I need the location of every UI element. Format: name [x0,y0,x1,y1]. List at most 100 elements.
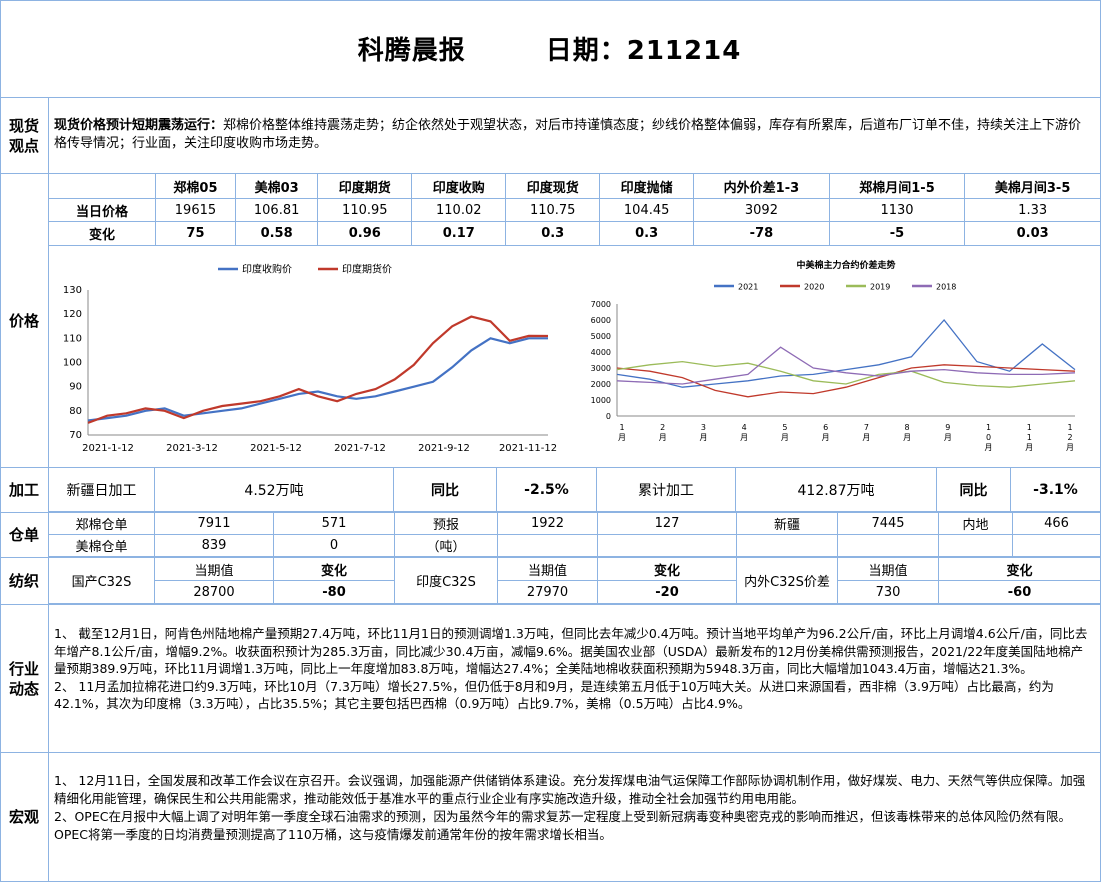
sp-cell: 当期值 [497,557,598,581]
sp-cell: 变化 [597,557,737,581]
spot-section-label: 现货观点 [8,116,39,155]
change-cell: 75 [155,221,236,246]
change-cell: 0.96 [317,221,413,246]
macro-section-label: 宏观 [8,807,39,826]
xj-label: 新疆日加工 [48,467,155,512]
price-section-label: 价格 [8,311,39,330]
sp-cell: -20 [597,580,737,604]
industry-news: 1、 截至12月1日，阿肯色州陆地棉产量预期27.4万吨，环比11月1日的预测调… [54,625,1094,713]
legend-label: 印度期货价 [342,263,392,276]
y-tick-label: 100 [63,358,82,369]
warehouse-table: 郑棉仓单 7911 571 预报 1922 127 新疆 7445 内地 466… [48,512,1101,557]
yoy-value: -2.5% [496,467,597,512]
col-header: 内外价差1-3 [693,173,830,199]
price-cell: 1.33 [964,198,1101,222]
wh-cell: 美棉仓单 [48,534,155,557]
spot-body: 郑棉价格整体维持震荡走势；纺企依然处于观望状态，对后市持谨慎态度；纱线价格整体偏… [54,118,1082,151]
y-tick-label: 80 [69,406,82,417]
y-tick-label: 0 [606,412,611,421]
y-tick-label: 130 [63,285,82,296]
industry-section-label: 行业动态 [8,659,39,698]
price-cell: 106.81 [234,198,319,222]
wh-cell: 7911 [154,512,274,535]
yoy-value: -3.1% [1010,467,1101,512]
sp-cell: 变化 [273,557,395,581]
sp-cell: -80 [273,580,395,604]
price-cell: 110.95 [317,198,413,222]
price-cell: 19615 [155,198,236,222]
sp-cell: 印度C32S [394,557,498,604]
yoy-label: 同比 [393,467,497,512]
warehouse-section-label: 仓单 [8,526,39,544]
sp-cell: 内外C32S价差 [736,557,838,604]
yoy-label: 同比 [936,467,1011,512]
spot-view-text: 现货价格预计短期震荡运行：郑棉价格整体维持震荡走势；纺企依然处于观望状态，对后市… [54,117,1090,153]
col-header: 美棉03 [234,173,319,199]
sp-cell: 变化 [938,557,1101,581]
price-header-row: 郑棉05 美棉03 印度期货 印度收购 印度现货 印度抛储 内外价差1-3 郑棉… [48,173,1101,199]
wh-cell: 466 [1012,512,1101,535]
industry-item-1: 1、 截至12月1日，阿肯色州陆地棉产量预期27.4万吨，环比11月1日的预测调… [54,626,1088,676]
sp-cell: 730 [837,580,939,604]
macro-news: 1、 12月11日，全国发展和改革工作会议在京召开。会议强调，加强能源产供储销体… [54,772,1094,844]
x-tick-label: 2021-11-12 [499,443,557,454]
legend-label: 2019 [870,283,890,292]
spread-chart: 中美棉主力合约价差走势 7000 6000 5000 4000 3000 2000 1000 0… [591,259,1076,452]
wh-cell: 0 [273,534,395,557]
price-cell: 110.02 [411,198,507,222]
sp-cell: 国产C32S [48,557,155,604]
sp-cell: -60 [938,580,1101,604]
x-tick-label: 2021-3-12 [166,443,218,454]
x-tick-label: 2021-1-12 [82,443,134,454]
x-tick-label: 2021-9-12 [418,443,470,454]
col-header: 印度期货 [317,173,413,199]
change-cell: 0.17 [411,221,507,246]
y-tick-label: 1000 [591,396,611,405]
change-cell: 0.58 [234,221,319,246]
cum-label: 累计加工 [596,467,736,512]
series-line-印度期货价 [87,315,549,424]
sp-cell: 27970 [497,580,598,604]
processing-table: 新疆日加工 4.52万吨 同比 -2.5% 累计加工 412.87万吨 同比 -… [48,467,1101,512]
macro-item-1: 1、 12月11日，全国发展和改革工作会议在京召开。会议强调，加强能源产供储销体… [54,773,1086,806]
price-cell: 3092 [693,198,830,222]
wh-cell: 571 [273,512,395,535]
y-tick-label: 70 [69,430,82,441]
change-cell: -5 [828,221,966,246]
series-line-印度收购价 [87,337,548,422]
sp-cell: 当期值 [154,557,274,581]
price-today-row: 当日价格 19615 106.81 110.95 110.02 110.75 1… [48,198,1101,222]
y-tick-label: 5000 [591,332,611,341]
y-tick-label: 110 [63,333,82,344]
y-tick-label: 4000 [591,348,611,357]
y-tick-label: 3000 [591,364,611,373]
wh-cell: 7445 [837,512,939,535]
col-header: 印度现货 [505,173,601,199]
cum-value: 412.87万吨 [735,467,937,512]
chart-title: 中美棉主力合约价差走势 [796,259,895,271]
legend-label: 2018 [936,283,956,292]
xj-value: 4.52万吨 [154,467,394,512]
legend-label: 2021 [738,283,758,292]
row-label: 当日价格 [48,198,156,222]
series-line-2019 [616,360,1076,388]
price-table: 郑棉05 美棉03 印度期货 印度收购 印度现货 印度抛储 内外价差1-3 郑棉… [48,173,1101,246]
sp-cell: 28700 [154,580,274,604]
y-tick-label: 90 [69,382,82,393]
wh-cell: 839 [154,534,274,557]
price-cell: 1130 [828,198,966,222]
col-header: 印度抛储 [599,173,695,199]
y-tick-label: 120 [63,309,82,320]
y-tick-label: 6000 [591,316,611,325]
series-line-2021 [616,318,1076,388]
price-cell: 110.75 [505,198,601,222]
